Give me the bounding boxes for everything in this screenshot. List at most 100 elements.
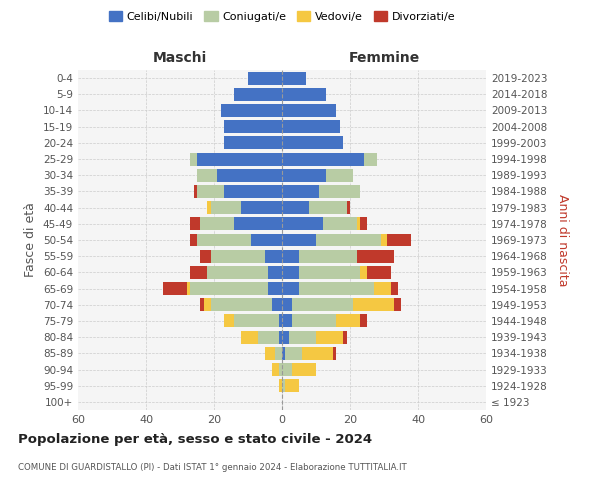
Bar <box>200 218 235 230</box>
Bar <box>394 298 401 311</box>
Bar <box>282 185 319 198</box>
Bar <box>207 201 211 214</box>
Bar <box>275 347 282 360</box>
Bar <box>221 104 282 117</box>
Bar <box>337 314 360 328</box>
Bar <box>323 218 357 230</box>
Bar <box>197 152 282 166</box>
Bar <box>282 201 309 214</box>
Bar <box>258 330 278 344</box>
Bar <box>211 201 241 214</box>
Bar <box>224 185 282 198</box>
Bar <box>200 298 204 311</box>
Bar <box>224 136 282 149</box>
Bar <box>360 266 367 279</box>
Bar <box>309 201 347 214</box>
Y-axis label: Fasce di età: Fasce di età <box>25 202 37 278</box>
Bar <box>282 298 292 311</box>
Bar <box>282 88 326 101</box>
Bar <box>268 282 282 295</box>
Bar <box>299 266 360 279</box>
Bar <box>347 201 350 214</box>
Bar <box>194 185 197 198</box>
Legend: Celibi/Nubili, Coniugati/e, Vedovi/e, Divorziati/e: Celibi/Nubili, Coniugati/e, Vedovi/e, Di… <box>106 8 458 25</box>
Bar <box>360 218 367 230</box>
Bar <box>299 282 374 295</box>
Bar <box>282 72 306 85</box>
Text: COMUNE DI GUARDISTALLO (PI) - Dati ISTAT 1° gennaio 2024 - Elaborazione TUTTITAL: COMUNE DI GUARDISTALLO (PI) - Dati ISTAT… <box>18 462 407 471</box>
Bar <box>316 330 343 344</box>
Bar <box>286 347 302 360</box>
Bar <box>211 250 265 262</box>
Bar <box>388 234 411 246</box>
Bar <box>224 120 282 133</box>
Bar <box>289 330 316 344</box>
Bar <box>248 72 282 85</box>
Bar <box>357 218 360 230</box>
Bar <box>282 363 292 376</box>
Bar <box>204 298 211 311</box>
Bar <box>282 234 316 246</box>
Bar <box>282 379 286 392</box>
Bar <box>190 266 207 279</box>
Bar <box>241 330 258 344</box>
Bar <box>292 298 353 311</box>
Bar <box>251 234 282 246</box>
Bar <box>360 314 367 328</box>
Bar <box>265 347 275 360</box>
Bar <box>207 266 268 279</box>
Bar <box>357 250 394 262</box>
Bar <box>163 282 187 295</box>
Bar <box>272 363 278 376</box>
Bar <box>190 282 268 295</box>
Bar <box>278 363 282 376</box>
Bar <box>286 379 299 392</box>
Bar <box>224 314 235 328</box>
Bar <box>282 218 323 230</box>
Y-axis label: Anni di nascita: Anni di nascita <box>556 194 569 286</box>
Bar <box>353 298 394 311</box>
Bar <box>367 266 391 279</box>
Bar <box>282 169 326 181</box>
Bar <box>343 330 347 344</box>
Bar <box>241 201 282 214</box>
Bar <box>190 234 197 246</box>
Bar <box>278 314 282 328</box>
Bar <box>265 250 282 262</box>
Bar <box>235 218 282 230</box>
Bar <box>282 282 299 295</box>
Text: Popolazione per età, sesso e stato civile - 2024: Popolazione per età, sesso e stato civil… <box>18 432 372 446</box>
Bar <box>197 234 251 246</box>
Bar <box>282 104 337 117</box>
Bar <box>374 282 391 295</box>
Bar <box>235 88 282 101</box>
Bar <box>197 169 217 181</box>
Bar <box>319 185 360 198</box>
Bar <box>364 152 377 166</box>
Bar <box>282 347 286 360</box>
Bar <box>282 314 292 328</box>
Bar <box>282 152 364 166</box>
Bar <box>282 136 343 149</box>
Bar <box>190 218 200 230</box>
Bar <box>187 282 190 295</box>
Bar <box>316 234 380 246</box>
Bar <box>299 250 357 262</box>
Text: Maschi: Maschi <box>153 51 207 65</box>
Bar <box>272 298 282 311</box>
Bar <box>282 330 289 344</box>
Bar <box>268 266 282 279</box>
Bar <box>292 363 316 376</box>
Bar <box>326 169 353 181</box>
Bar <box>235 314 278 328</box>
Bar <box>217 169 282 181</box>
Bar <box>333 347 337 360</box>
Bar <box>278 379 282 392</box>
Bar <box>391 282 398 295</box>
Bar <box>211 298 272 311</box>
Bar <box>278 330 282 344</box>
Bar <box>302 347 333 360</box>
Bar <box>190 152 197 166</box>
Bar <box>380 234 388 246</box>
Bar <box>200 250 211 262</box>
